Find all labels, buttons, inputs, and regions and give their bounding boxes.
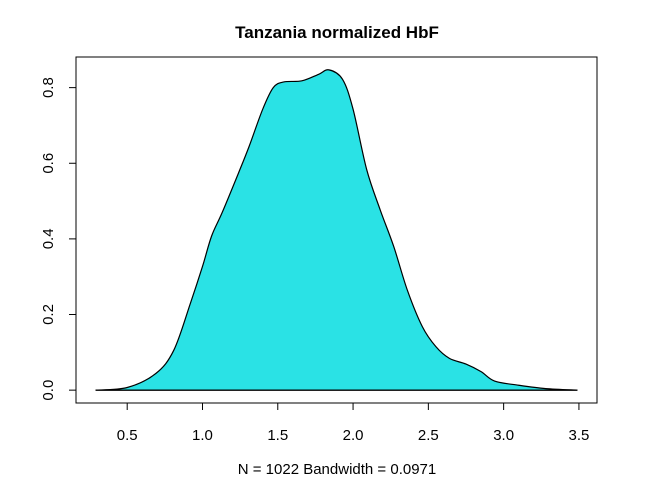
x-tick-label: 1.5 [267,427,288,444]
density-area [95,69,578,391]
x-tick-label: 2.0 [343,427,364,444]
chart-title: Tanzania normalized HbF [235,23,439,42]
x-tick-label: 0.5 [117,427,138,444]
x-tick-label: 3.5 [569,427,590,444]
y-tick-label: 0.4 [40,228,57,249]
y-tick-label: 0.2 [40,304,57,325]
y-tick-label: 0.6 [40,153,57,174]
x-axis: 0.5 1.0 1.5 2.0 2.5 3.0 3.5 [117,402,590,444]
x-tick-label: 3.0 [493,427,514,444]
x-tick-label: 2.5 [418,427,439,444]
y-tick-label: 0.8 [40,77,57,98]
x-axis-label: N = 1022 Bandwidth = 0.0971 [238,461,437,478]
y-tick-label: 0.0 [40,380,57,401]
y-axis: 0.0 0.2 0.4 0.6 0.8 [40,77,77,401]
x-tick-label: 1.0 [192,427,213,444]
